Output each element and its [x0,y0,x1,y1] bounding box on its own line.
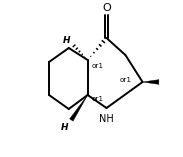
Text: or1: or1 [92,96,104,102]
Text: H: H [63,35,71,44]
Polygon shape [70,95,88,121]
Text: H: H [61,124,68,133]
Text: O: O [102,3,111,13]
Polygon shape [143,80,159,84]
Text: or1: or1 [119,77,131,83]
Text: or1: or1 [92,63,104,69]
Text: NH: NH [99,114,114,124]
